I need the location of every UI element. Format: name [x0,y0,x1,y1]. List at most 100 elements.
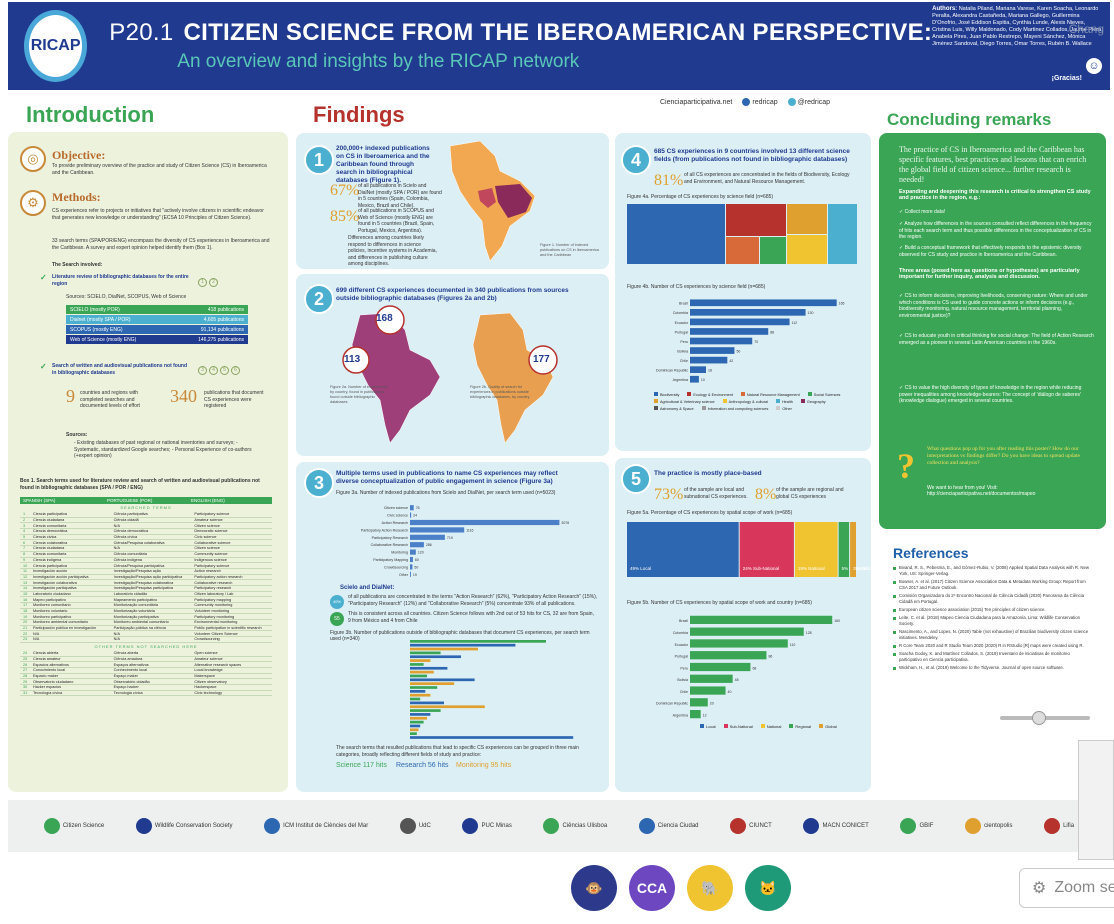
bar-value: 10 [701,378,705,382]
panel3-title: Multiple terms used in publications to n… [336,470,558,485]
term-cell: Public participation in scientific resea… [194,626,262,631]
zoom-slider-knob[interactable] [1032,711,1046,725]
legend-item: Natural Resource Management [740,392,800,397]
bar [690,299,837,307]
term-cell: 24 [23,651,28,656]
side-panel[interactable] [1078,740,1114,860]
bottom-icon-bar: 🐵 CCA 🐘 🐱 [571,865,791,911]
term-row: 22 N/A N/A Volunteer Citizen Science [20,631,272,638]
step-circle: 6 [231,366,240,375]
treemap-cell-other [828,204,857,264]
bar [410,720,424,724]
term-cell: N/A [33,631,40,636]
db-row-dialnet: Dialnet (mostly SPA / POR) 4,605 publicat… [66,315,248,324]
term-row: 17 Monitoreo comunitario Monitorização com… [20,603,272,609]
term-cell: Collaborative science [194,540,231,545]
q3-text: CS to value the high diversity of types … [899,385,1082,404]
bar-value: 50 [736,349,740,353]
term-cell: 30 [23,685,28,690]
term-cell: 6 [23,540,26,545]
logo-mark [638,818,655,834]
partner-logo: Lifia [1044,818,1074,834]
panel1-text2: of all publications in SCOPUS and Web of… [358,208,435,234]
bar [690,375,699,383]
monkey-icon[interactable]: 🐵 [571,865,617,911]
term-cell: N/A [113,637,121,642]
term-cell: Monitoreo participativo [33,614,72,619]
facebook-link[interactable]: redricap [742,98,778,106]
term-cell: Ciencia ciudadana [33,546,65,551]
written-search-text: Search of written and audiovisual public… [52,363,188,376]
bar [410,663,424,666]
zoom-button[interactable]: ⚙ Zoom se [1019,868,1114,908]
hear-from-you[interactable]: We want to hear from you! Visit: http://… [927,485,1036,497]
term-cell: Monitoreo voluntario [33,609,68,614]
bar [410,686,438,689]
terms-subheading-other: OTHER TERMS NOT SEARCHED HERE [94,643,198,649]
logo-mark [1044,818,1061,834]
terms-body-other: 24 Ciencia abierta Ciência aberta Open scie… [20,651,272,697]
web-link[interactable]: Cienciaparticipativa.net [660,98,733,106]
term-cell: 9 [23,557,26,562]
bar-value: 719 [447,536,453,540]
conclusions-e2: ✓ Analyze how differences in the sources… [899,221,1094,241]
count-circle [342,346,370,374]
countries-text: countries and regions with completed sea… [80,390,140,409]
cca-button[interactable]: CCA [629,865,675,911]
map-figure-1 [449,140,536,262]
map-figure-2a [342,305,441,444]
term-cell: Ciencia colaborativa [33,540,68,545]
panel5-pct2: 8% [755,486,777,503]
term-cell: Espaço hacker [113,685,139,690]
term-row: 2 Ciencia ciudadana Ciência cidadã Amateur … [20,518,272,524]
bar [410,556,413,563]
term-cell: Ciência democrática [113,529,149,534]
conclusions-three: Three areas (posed here as questions or … [899,268,1080,280]
treemap-cell-social [760,237,786,264]
term-cell: Ciência cidadã [113,518,139,523]
term-row: 23 N/A N/A Crowdsourcing [20,637,272,643]
term-cell: Participatory science [194,563,230,568]
term-cell: Participatory science [194,512,230,517]
conclusions-panel [879,133,1106,529]
bar [690,328,769,335]
bar-value: 42 [729,359,733,363]
count-circle [528,345,558,375]
bar-label: Colombia [673,311,688,315]
bar-value: 76 [416,506,420,510]
panel3-text1: of all publications are concentrated in … [348,594,598,607]
elephant-icon[interactable]: 🐘 [687,865,733,911]
treemap-cell-ecology [726,204,786,236]
bar-value: 60 [415,558,419,562]
bar [410,736,574,739]
logo-mark [399,818,416,834]
scope-label: 19% National [798,566,825,571]
reference-item: Bivand, R. S., Pebesma, E., and Gómez-Ru… [893,565,1093,577]
check-icon: ✓ [40,362,47,371]
step-circle: 1 [198,278,207,287]
cat-icon[interactable]: 🐱 [745,865,791,911]
bar-value: 128 [806,631,812,635]
db-value: 4,605 publications [203,316,244,323]
figure3b-title: Figure 3b. Number of publications outsid… [330,630,590,642]
twitter-link[interactable]: @redricap [787,98,830,106]
term-cell: Participatory research [194,586,232,591]
term-row: 11 Investigación acción Investigação/Pesqu… [20,569,272,575]
bar [410,732,417,735]
bar [410,709,441,712]
panel1-text3: Differences among countries likely respo… [348,235,437,267]
bar-label: Argentina [673,378,688,382]
check-icon: ✓ [40,273,47,282]
bar-value: 50 [414,565,418,569]
term-cell: 21 [23,626,28,631]
bar-label: Argentina [673,713,688,717]
panel4-pct: 81% [654,172,684,189]
term-cell: 8 [23,552,26,557]
bar [410,640,546,643]
term-cell: Laboratório cidadão [113,591,148,596]
term-cell: Espaço maker [113,673,138,678]
db-row-wos: Web of Science (mostly ENG) 146,275 publi… [66,335,248,344]
panel-number-3: 3 [304,468,334,498]
bar [690,686,726,695]
